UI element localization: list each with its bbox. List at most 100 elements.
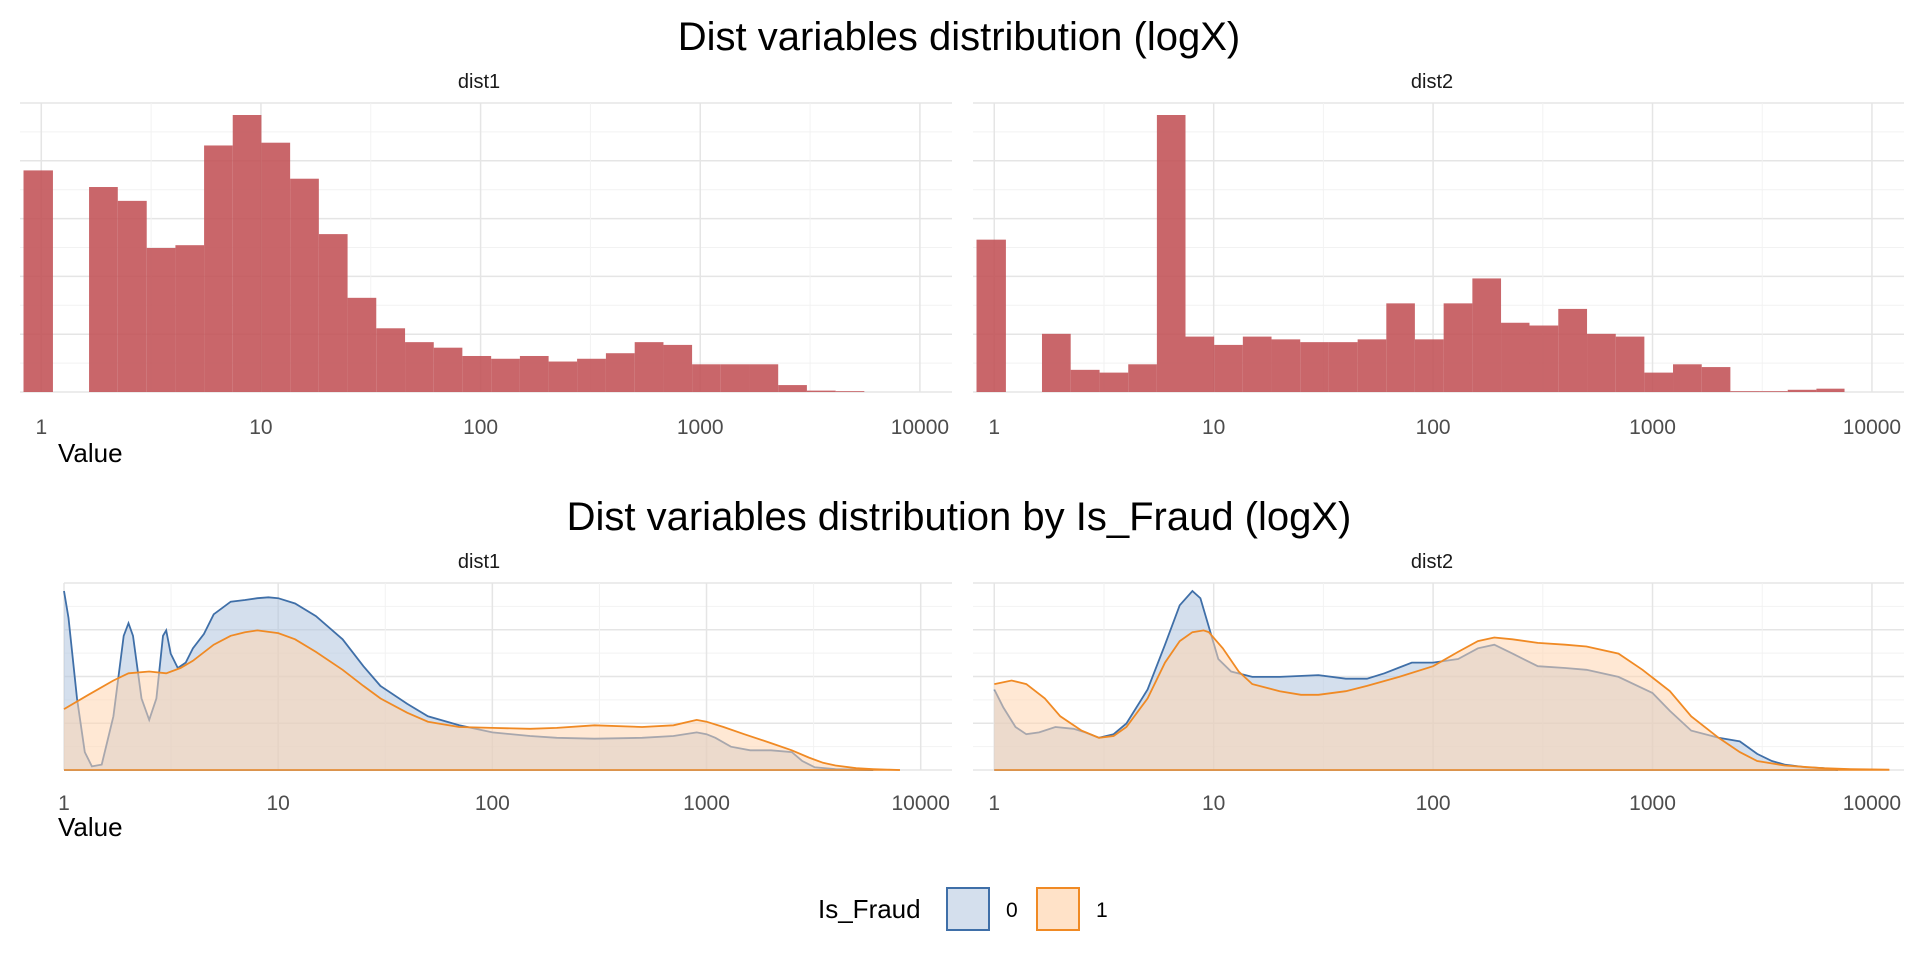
histogram-bar — [117, 200, 147, 392]
histogram-bar — [1414, 339, 1444, 392]
x-tick-label: 1 — [58, 792, 70, 815]
x-tick-label: 1000 — [677, 416, 724, 439]
histogram-bar — [1070, 369, 1100, 392]
x-tick-label: 1 — [988, 416, 1000, 439]
x-tick-label: 10 — [1202, 416, 1225, 439]
histogram-bar — [1472, 278, 1502, 392]
histogram-bar — [605, 353, 635, 392]
histogram-bar — [1185, 336, 1215, 392]
histogram-bar — [405, 342, 434, 392]
histogram-bar — [1386, 303, 1415, 392]
histogram-bar — [577, 358, 606, 392]
x-tick-label: 10 — [266, 792, 289, 815]
top-x-axis-label: Value — [58, 438, 123, 468]
histogram-bar — [548, 361, 578, 392]
x-tick-label: 100 — [475, 792, 510, 815]
histogram-bar — [261, 142, 291, 392]
histogram-bar — [519, 355, 549, 392]
x-tick-label: 10 — [1202, 792, 1225, 815]
x-tick-label: 1000 — [1629, 416, 1676, 439]
density-area-1 — [994, 630, 1890, 770]
bottom-left-panel: 1 10 100 1000 10000 — [58, 582, 952, 815]
top-right-panel: 1 10 100 1000 10000 — [973, 102, 1904, 439]
histogram-bar — [778, 385, 807, 392]
histogram-bar — [89, 187, 118, 392]
legend-label-0: 0 — [1006, 899, 1018, 922]
histogram-bar — [1156, 115, 1186, 392]
histogram-bar — [1816, 388, 1845, 392]
bottom-x-axis-label: Value — [58, 812, 123, 842]
histogram-bar — [1300, 342, 1329, 392]
bottom-chart-title: Dist variables distribution by Is_Fraud … — [567, 495, 1352, 539]
histogram-bar — [1673, 364, 1702, 392]
histogram-bar — [1242, 336, 1272, 392]
x-tick-label: 10000 — [891, 416, 949, 439]
histogram-bar — [1443, 303, 1473, 392]
histogram-bar — [1558, 308, 1588, 392]
histogram-bar — [1501, 322, 1530, 392]
histogram-bar — [720, 364, 750, 392]
legend-title: Is_Fraud — [818, 894, 921, 924]
histogram-bar — [204, 145, 233, 392]
histogram-bar — [290, 178, 319, 392]
histogram-bar — [1587, 333, 1616, 392]
histogram-bar — [1271, 339, 1301, 392]
histogram-bar — [23, 170, 53, 392]
histogram-bar — [232, 115, 262, 392]
histogram-bar — [634, 342, 664, 392]
histogram-bar — [462, 355, 492, 392]
histogram-bar — [1128, 364, 1157, 392]
histogram-bar — [433, 347, 463, 392]
x-tick-label: 10000 — [1843, 792, 1901, 815]
histogram-bar — [175, 245, 205, 392]
legend: Is_Fraud 0 1 — [818, 887, 1108, 931]
bottom-left-panel-strip: dist1 — [458, 551, 500, 573]
histogram-bar — [1214, 344, 1243, 392]
histogram-bar — [146, 247, 176, 392]
histogram-bar — [692, 364, 721, 392]
legend-label-1: 1 — [1096, 899, 1108, 922]
density-line-1 — [63, 629, 900, 771]
x-tick-label: 10000 — [891, 792, 949, 815]
histogram-bar — [976, 239, 1006, 392]
histogram-bar — [749, 364, 779, 392]
top-chart-title: Dist variables distribution (logX) — [678, 15, 1240, 59]
top-left-panel-strip: dist1 — [458, 71, 500, 93]
density-line-1 — [994, 629, 1890, 771]
histogram-bar — [663, 344, 693, 392]
histogram-bar — [1529, 325, 1559, 392]
histogram-bar — [1701, 367, 1731, 392]
top-left-panel: 1 10 100 1000 10000 — [20, 102, 952, 439]
x-tick-label: 100 — [463, 416, 498, 439]
histogram-bar — [1041, 333, 1071, 392]
histogram-bar — [376, 328, 406, 392]
histogram-bar — [1357, 339, 1387, 392]
histogram-bar — [1730, 391, 1760, 392]
histogram-bar — [1099, 372, 1129, 392]
histogram-bar — [1759, 391, 1788, 392]
density-area-1 — [64, 630, 900, 770]
histogram-bar — [1644, 372, 1674, 392]
histogram-bar — [1787, 389, 1817, 392]
x-tick-label: 1 — [35, 416, 47, 439]
histogram-bar — [1328, 342, 1358, 392]
legend-key-1 — [1036, 887, 1080, 931]
x-tick-label: 100 — [1416, 416, 1451, 439]
x-tick-label: 1 — [988, 792, 1000, 815]
x-tick-label: 10 — [249, 416, 272, 439]
legend-key-0 — [946, 887, 990, 931]
histogram-bar — [318, 234, 348, 392]
histogram-bar — [347, 297, 377, 392]
x-tick-label: 10000 — [1843, 416, 1901, 439]
histogram-bar — [491, 358, 520, 392]
x-tick-label: 1000 — [1629, 792, 1676, 815]
bottom-right-panel-strip: dist2 — [1411, 551, 1453, 573]
x-tick-label: 1000 — [683, 792, 730, 815]
bottom-right-panel: 1 10 100 1000 10000 — [973, 582, 1904, 815]
histogram-bar — [1615, 336, 1645, 392]
x-tick-label: 100 — [1416, 792, 1451, 815]
histogram-bar — [806, 390, 836, 392]
top-right-panel-strip: dist2 — [1411, 71, 1453, 93]
histogram-bar — [835, 391, 865, 392]
